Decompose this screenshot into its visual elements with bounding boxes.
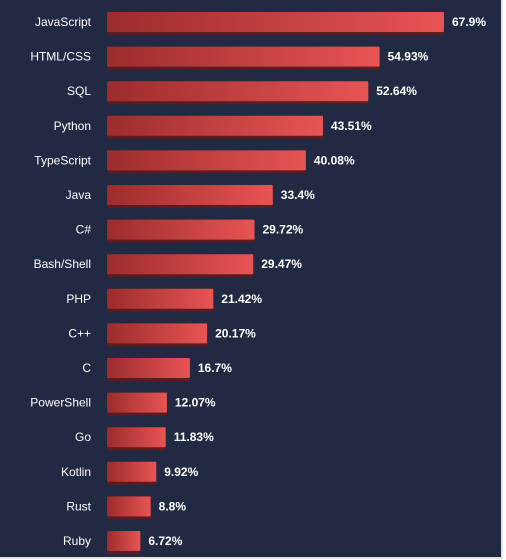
value-label: 54.93% bbox=[388, 50, 429, 64]
value-label: 29.72% bbox=[263, 223, 304, 237]
bars-group: JavaScript 67.9% HTML/CSS 54.93% SQL 52.64% Py… bbox=[30, 12, 486, 554]
value-label: 21.42% bbox=[221, 292, 262, 306]
value-label: 29.47% bbox=[261, 257, 302, 271]
category-label: PowerShell bbox=[30, 396, 91, 410]
category-label: Bash/Shell bbox=[34, 257, 91, 271]
bar bbox=[107, 185, 273, 205]
category-label: Python bbox=[54, 119, 91, 133]
bar bbox=[107, 81, 369, 102]
bar bbox=[107, 254, 254, 275]
bar bbox=[107, 323, 208, 344]
value-label: 8.8% bbox=[159, 499, 187, 513]
category-label: HTML/CSS bbox=[30, 50, 91, 64]
value-label: 40.08% bbox=[314, 153, 355, 167]
bar bbox=[107, 150, 306, 171]
value-label: 6.72% bbox=[148, 534, 182, 548]
category-label: Java bbox=[66, 188, 92, 202]
bar bbox=[107, 427, 166, 448]
bar bbox=[107, 12, 444, 32]
category-label: JavaScript bbox=[35, 15, 92, 29]
category-label: C# bbox=[76, 223, 92, 237]
category-label: Go bbox=[75, 430, 91, 444]
value-label: 52.64% bbox=[376, 84, 417, 98]
bar bbox=[107, 496, 151, 517]
value-label: 12.07% bbox=[175, 396, 216, 410]
value-label: 67.9% bbox=[452, 15, 486, 29]
bar bbox=[107, 461, 157, 482]
category-label: C bbox=[82, 361, 91, 375]
value-label: 16.7% bbox=[198, 361, 232, 375]
category-label: Ruby bbox=[63, 534, 91, 548]
category-label: PHP bbox=[66, 292, 91, 306]
bar bbox=[107, 531, 141, 551]
category-label: Kotlin bbox=[61, 465, 91, 479]
value-label: 43.51% bbox=[331, 119, 372, 133]
bar bbox=[107, 288, 214, 309]
bar bbox=[107, 392, 167, 413]
value-label: 33.4% bbox=[281, 188, 315, 202]
bar bbox=[107, 115, 323, 136]
category-label: C++ bbox=[68, 326, 91, 340]
bar bbox=[107, 219, 255, 240]
bar bbox=[107, 46, 380, 67]
value-label: 20.17% bbox=[215, 326, 256, 340]
bar bbox=[107, 358, 190, 378]
category-label: SQL bbox=[67, 84, 91, 98]
value-label: 9.92% bbox=[164, 465, 198, 479]
value-label: 11.83% bbox=[174, 430, 214, 444]
category-label: TypeScript bbox=[34, 153, 91, 167]
category-label: Rust bbox=[66, 499, 91, 513]
